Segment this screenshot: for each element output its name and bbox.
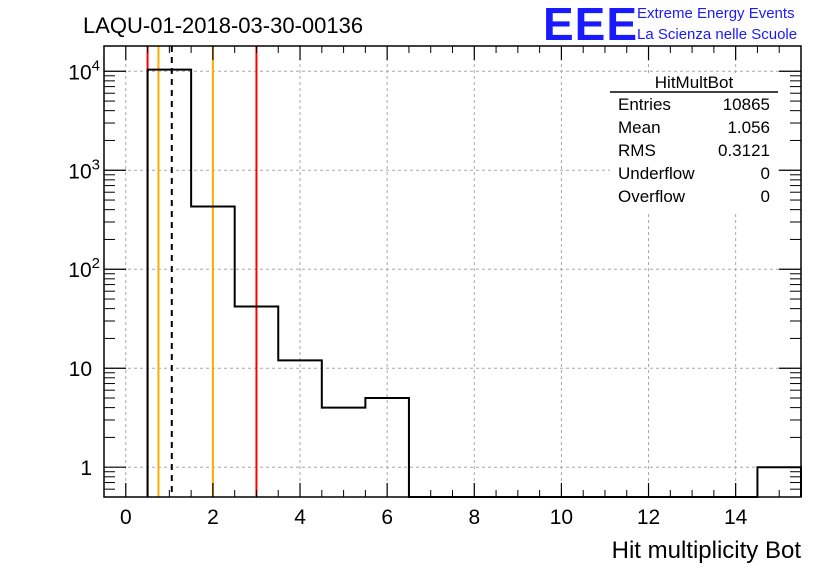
- stats-row-value: 0: [761, 164, 770, 183]
- stats-rows: Entries 10865 Mean 1.056 RMS 0.3121 Underflow 0…: [618, 95, 770, 206]
- logo-eee-text: EEE: [543, 0, 638, 50]
- stats-row-label: Mean: [618, 118, 661, 137]
- x-tick-label: 14: [724, 506, 748, 529]
- stats-row-value: 0.3121: [718, 141, 770, 160]
- y-tick-label: 104: [68, 57, 100, 84]
- x-tick-labels: 0 2 4 6 8 10 12 14: [120, 506, 748, 529]
- x-tick-label: 2: [207, 506, 219, 529]
- x-tick-label: 6: [381, 506, 393, 529]
- stats-row-label: Overflow: [618, 187, 686, 206]
- x-axis-title: Hit multiplicity Bot: [612, 537, 802, 564]
- x-tick-label: 8: [468, 506, 480, 529]
- stats-box-background: [610, 76, 778, 211]
- y-tick-label: 102: [68, 255, 100, 282]
- x-tick-label: 4: [294, 506, 306, 529]
- stats-box: HitMultBot Entries 10865 Mean 1.056 RMS 0.312…: [610, 73, 778, 211]
- y-tick-label: 1: [80, 457, 92, 480]
- histogram-bin: [322, 408, 366, 497]
- logo-line-1: Extreme Energy Events: [637, 5, 795, 22]
- grid: [104, 46, 801, 497]
- axis-ticks: [103, 46, 802, 498]
- histogram-bin: [278, 360, 322, 497]
- stats-row-label: Entries: [618, 95, 671, 114]
- eee-logo: EEE Extreme Energy Events La Scienza nel…: [543, 0, 797, 50]
- run-title: LAQU-01-2018-03-30-00136: [83, 13, 363, 38]
- stats-row-value: 1.056: [727, 118, 770, 137]
- stats-row-value: 10865: [723, 95, 770, 114]
- stats-row-label: Underflow: [618, 164, 695, 183]
- histogram-bin: [148, 70, 192, 497]
- stats-row-value: 0: [761, 187, 770, 206]
- x-tick-label: 10: [550, 506, 573, 529]
- logo-line-2: La Scienza nelle Scuole: [637, 26, 797, 43]
- x-tick-label: 0: [120, 506, 132, 529]
- y-tick-labels: 1 10 102 103 104: [68, 57, 100, 480]
- y-tick-label: 10: [69, 358, 92, 381]
- y-tick-label: 103: [68, 156, 100, 183]
- x-tick-label: 12: [637, 506, 660, 529]
- vertical-markers: [146, 46, 258, 497]
- stats-row-label: RMS: [618, 141, 656, 160]
- stats-box-title: HitMultBot: [655, 73, 734, 92]
